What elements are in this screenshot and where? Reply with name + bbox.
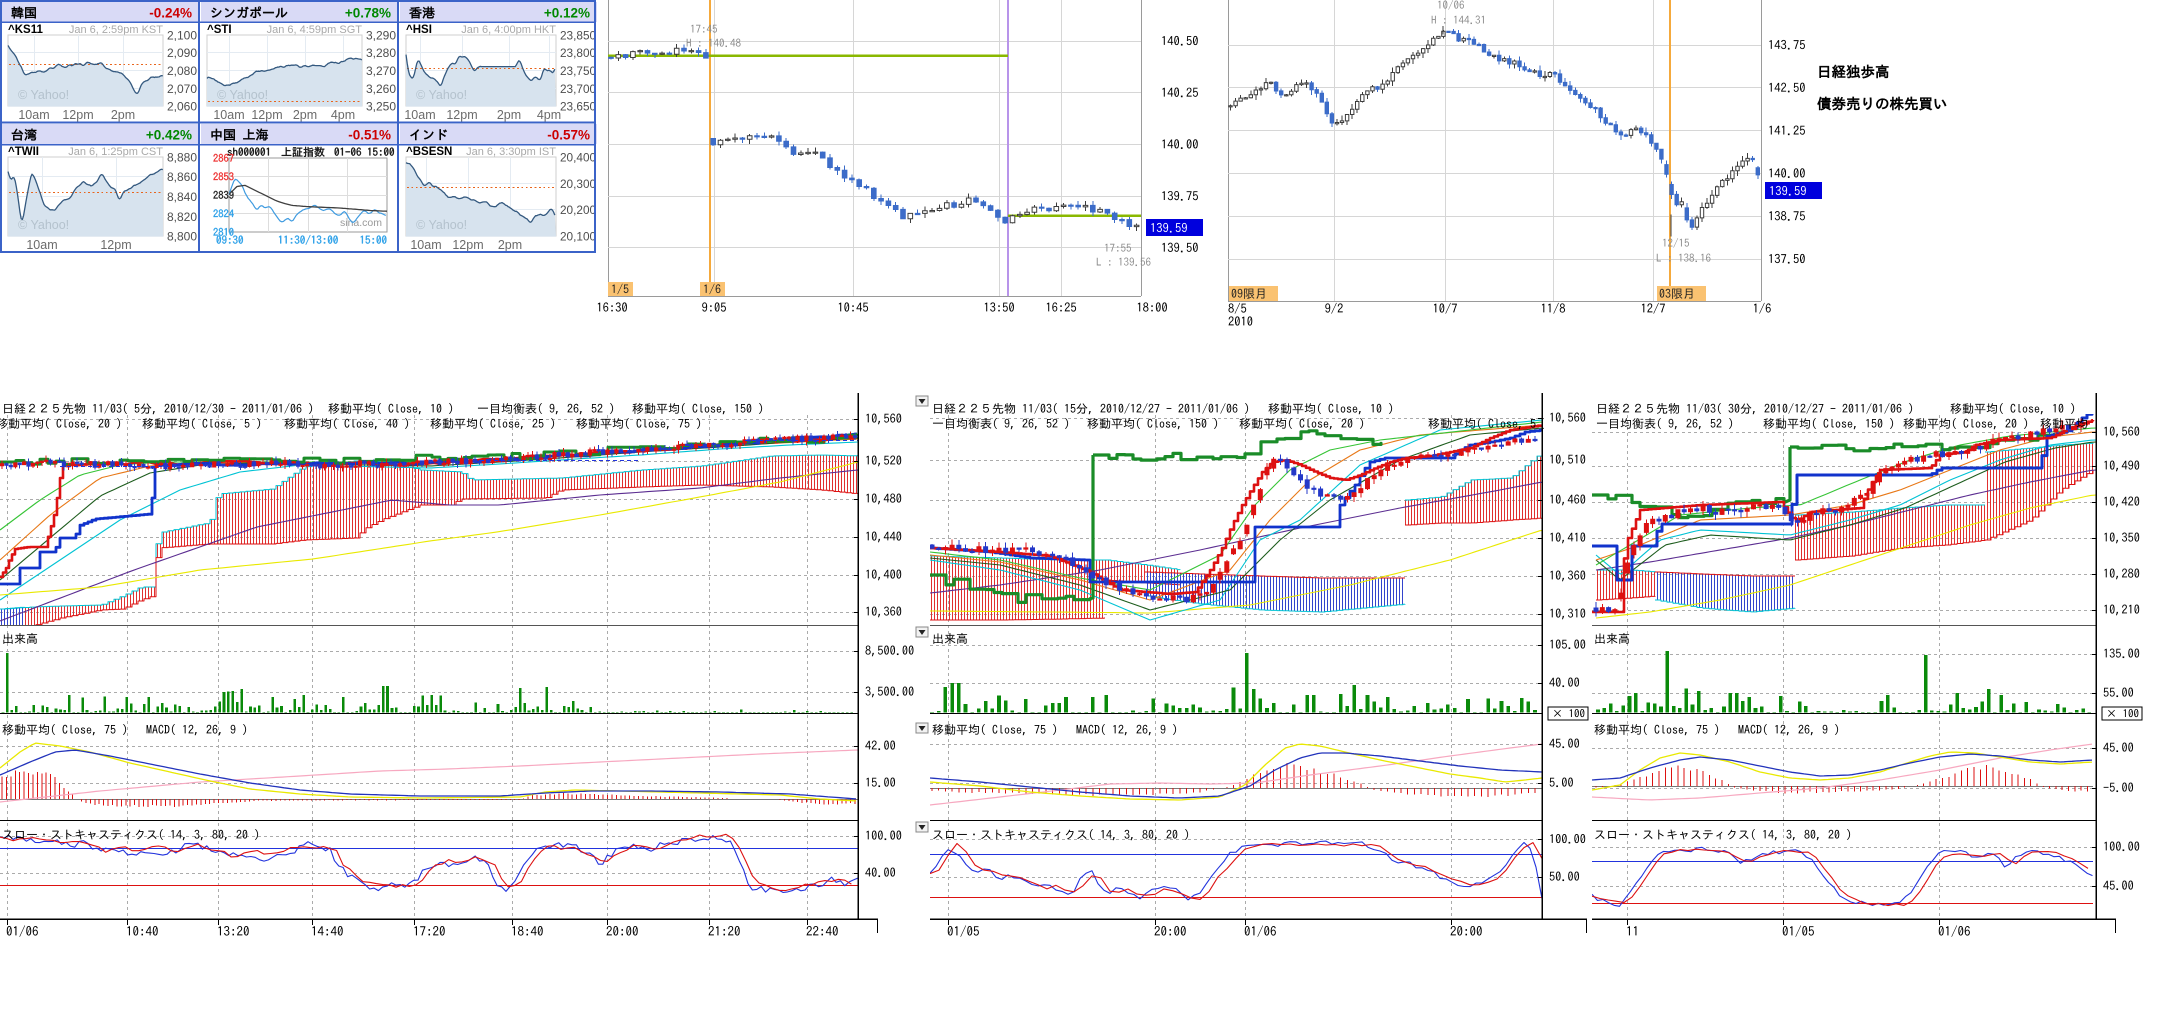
svg-text:23,800: 23,800	[560, 46, 597, 60]
svg-text:2,080: 2,080	[167, 64, 197, 78]
svg-text:12pm: 12pm	[251, 108, 282, 122]
svg-text:2pm: 2pm	[293, 108, 317, 122]
svg-text:2pm: 2pm	[497, 108, 521, 122]
svg-text:^TWII: ^TWII	[8, 146, 39, 158]
svg-text:© Yahoo!: © Yahoo!	[18, 218, 69, 232]
svg-text:+0.78%: +0.78%	[345, 6, 391, 21]
svg-text:2,070: 2,070	[167, 82, 197, 96]
svg-text:23,700: 23,700	[560, 82, 597, 96]
svg-text:10am: 10am	[410, 238, 441, 252]
svg-text:8,860: 8,860	[167, 170, 197, 184]
svg-text:© Yahoo!: © Yahoo!	[217, 88, 268, 102]
svg-text:8,880: 8,880	[167, 151, 197, 165]
svg-text:12pm: 12pm	[452, 238, 483, 252]
svg-text:4pm: 4pm	[331, 108, 355, 122]
svg-text:2pm: 2pm	[111, 108, 135, 122]
svg-text:© Yahoo!: © Yahoo!	[416, 88, 467, 102]
svg-text:2pm: 2pm	[498, 238, 522, 252]
svg-text:3,290: 3,290	[366, 29, 396, 43]
svg-text:3,280: 3,280	[366, 46, 396, 60]
svg-text:10am: 10am	[26, 238, 57, 252]
svg-text:23,850: 23,850	[560, 29, 597, 43]
svg-text:Jan 6, 3:30pm IST: Jan 6, 3:30pm IST	[466, 146, 556, 158]
svg-text:2,100: 2,100	[167, 29, 197, 43]
svg-text:12pm: 12pm	[62, 108, 93, 122]
svg-text:10am: 10am	[213, 108, 244, 122]
svg-text:20,100: 20,100	[560, 230, 597, 244]
svg-text:20,400: 20,400	[560, 151, 597, 165]
svg-text:4pm: 4pm	[537, 108, 561, 122]
svg-text:+0.12%: +0.12%	[544, 6, 590, 21]
svg-text:© Yahoo!: © Yahoo!	[416, 218, 467, 232]
svg-text:3,260: 3,260	[366, 82, 396, 96]
svg-text:3,250: 3,250	[366, 100, 396, 114]
svg-text:10am: 10am	[18, 108, 49, 122]
svg-text:+0.42%: +0.42%	[146, 128, 192, 143]
svg-text:^HSI: ^HSI	[406, 24, 432, 36]
svg-text:20,200: 20,200	[560, 203, 597, 217]
svg-text:-0.24%: -0.24%	[149, 6, 192, 21]
svg-text:-0.51%: -0.51%	[348, 128, 391, 143]
svg-text:© Yahoo!: © Yahoo!	[18, 88, 69, 102]
svg-text:2,060: 2,060	[167, 100, 197, 114]
svg-text:sina.com: sina.com	[340, 217, 382, 229]
svg-text:^STI: ^STI	[207, 24, 232, 36]
svg-text:12pm: 12pm	[100, 238, 131, 252]
svg-text:Jan 6, 2:59pm KST: Jan 6, 2:59pm KST	[69, 24, 163, 36]
svg-text:Jan 6, 4:00pm HKT: Jan 6, 4:00pm HKT	[461, 24, 556, 36]
svg-text:10am: 10am	[404, 108, 435, 122]
svg-text:20,300: 20,300	[560, 177, 597, 191]
svg-text:12pm: 12pm	[446, 108, 477, 122]
svg-text:^KS11: ^KS11	[8, 24, 43, 36]
svg-text:8,800: 8,800	[167, 230, 197, 244]
svg-text:Jan 6, 1:25pm CST: Jan 6, 1:25pm CST	[68, 146, 163, 158]
svg-text:-0.57%: -0.57%	[547, 128, 590, 143]
svg-text:Jan 6, 4:59pm SGT: Jan 6, 4:59pm SGT	[267, 24, 363, 36]
svg-text:3,270: 3,270	[366, 64, 396, 78]
svg-text:^BSESN: ^BSESN	[406, 146, 452, 158]
svg-text:8,840: 8,840	[167, 190, 197, 204]
svg-text:8,820: 8,820	[167, 210, 197, 224]
svg-text:2,090: 2,090	[167, 46, 197, 60]
svg-text:23,650: 23,650	[560, 100, 597, 114]
svg-text:23,750: 23,750	[560, 64, 597, 78]
